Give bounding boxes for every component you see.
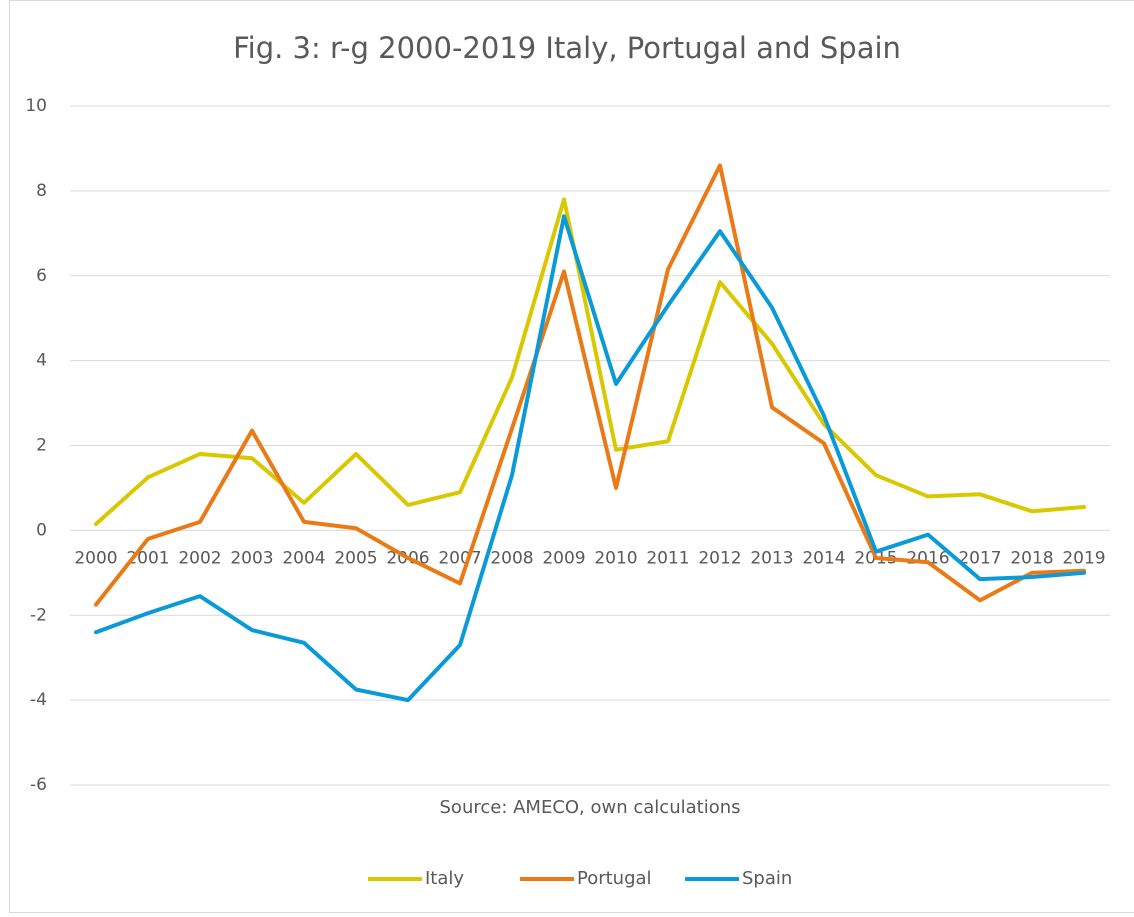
x-tick-label: 2016 bbox=[906, 548, 949, 568]
x-tick-label: 2008 bbox=[490, 548, 533, 568]
x-tick-label: 2018 bbox=[1010, 548, 1053, 568]
y-tick-label: -2 bbox=[30, 605, 47, 625]
x-tick-label: 2009 bbox=[542, 548, 585, 568]
x-tick-label: 2014 bbox=[802, 548, 845, 568]
x-tick-label: 2005 bbox=[334, 548, 377, 568]
x-tick-label: 2003 bbox=[230, 548, 273, 568]
x-tick-label: 2007 bbox=[438, 548, 481, 568]
x-tick-label: 2000 bbox=[74, 548, 117, 568]
y-tick-label: 0 bbox=[36, 520, 47, 540]
y-tick-label: 10 bbox=[25, 96, 47, 116]
legend-label: Spain bbox=[742, 868, 792, 889]
x-tick-label: 2019 bbox=[1062, 548, 1105, 568]
y-tick-label: -4 bbox=[30, 690, 47, 710]
y-tick-label: 8 bbox=[36, 181, 47, 201]
y-tick-label: 4 bbox=[36, 351, 47, 371]
y-tick-label: -6 bbox=[30, 775, 47, 795]
legend-label: Portugal bbox=[577, 868, 652, 889]
legend-label: Italy bbox=[425, 868, 464, 889]
chart-title: Fig. 3: r-g 2000-2019 Italy, Portugal an… bbox=[233, 31, 901, 65]
chart-frame bbox=[10, 1, 1134, 913]
y-tick-label: 2 bbox=[36, 436, 47, 456]
y-tick-label: 6 bbox=[36, 266, 47, 286]
annotation: Source: AMECO, own calculations bbox=[440, 797, 741, 818]
x-tick-label: 2011 bbox=[646, 548, 689, 568]
x-tick-label: 2002 bbox=[178, 548, 221, 568]
x-tick-label: 2013 bbox=[750, 548, 793, 568]
x-tick-label: 2012 bbox=[698, 548, 741, 568]
x-tick-label: 2004 bbox=[282, 548, 325, 568]
x-tick-label: 2010 bbox=[594, 548, 637, 568]
